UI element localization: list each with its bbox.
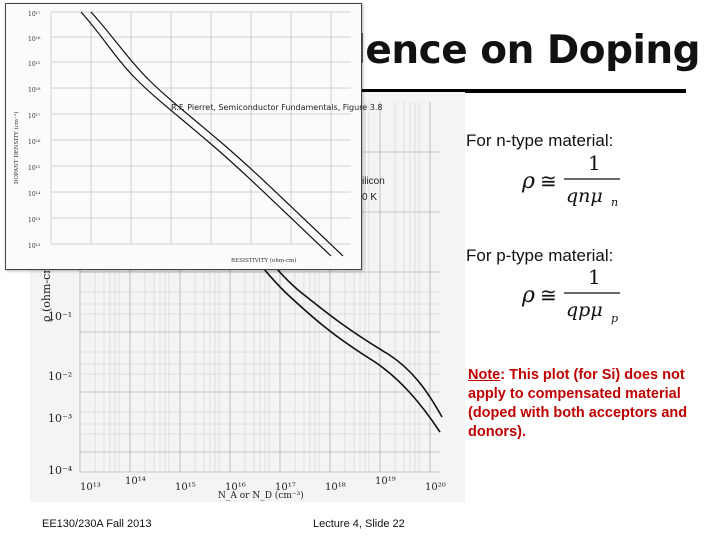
x-tick-label: 10¹⁵ <box>175 482 196 493</box>
x-tick-label: 10²⁰ <box>425 482 446 493</box>
note-label: Note <box>468 367 501 383</box>
rho-symbol: ρ <box>521 283 535 308</box>
inset-y-axis-label: DOPANT DENSITY (cm⁻³) <box>13 112 20 184</box>
inset-y-tick-label: 10¹⁷ <box>28 11 41 18</box>
y-tick-label: 10⁻⁴ <box>48 464 73 477</box>
figure-citation: R.F. Pierret, Semiconductor Fundamentals… <box>171 103 383 112</box>
slide-title: dence on Doping <box>338 28 701 73</box>
inset-curve-n-type <box>80 11 332 257</box>
approx-symbol: ≅ <box>540 283 557 307</box>
formula-subscript: p <box>611 312 618 325</box>
formula-numerator: 1 <box>588 151 601 175</box>
title-underline <box>330 89 686 93</box>
inset-y-tick-label: 10¹⁸ <box>28 87 41 94</box>
n-type-resistivity-formula: ρ ≅ 1 qnμ n <box>521 151 620 209</box>
x-axis-label: N_A or N_D (cm⁻³) <box>218 490 304 501</box>
silicon-label: ilicon <box>362 176 385 187</box>
x-tick-label: 10¹⁸ <box>325 482 346 493</box>
x-tick-label: 10¹⁷ <box>275 482 296 493</box>
inset-y-tick-label: 10¹⁶ <box>28 139 41 146</box>
inset-y-tick-label: 10¹⁶ <box>28 36 41 43</box>
dopant-density-inset-plot: 10¹⁷ 10¹⁶ 10¹⁵ 10¹⁸ 10¹⁷ 10¹⁶ 10¹⁵ 10¹⁴ … <box>5 3 382 270</box>
p-type-resistivity-formula: ρ ≅ 1 qpμ p <box>521 265 620 325</box>
x-tick-label: 10¹³ <box>80 482 101 493</box>
footer-slide-number: Lecture 4, Slide 22 <box>313 518 405 530</box>
compensation-note: Note: This plot (for Si) does not apply … <box>468 366 708 442</box>
x-tick-label: 10¹⁴ <box>125 476 146 487</box>
inset-curve-p-type <box>90 11 344 257</box>
formula-numerator: 1 <box>588 265 601 289</box>
inset-grid <box>50 11 351 245</box>
inset-y-tick-label: 10¹² <box>28 243 41 250</box>
inset-y-tick-label: 10¹⁷ <box>28 113 41 120</box>
y-tick-label: 10⁻³ <box>48 412 72 425</box>
footer-course: EE130/230A Fall 2013 <box>42 518 152 530</box>
formula-denominator: qpμ <box>566 299 603 321</box>
inset-y-tick-label: 10¹⁴ <box>28 191 41 198</box>
formula-subscript: n <box>611 196 618 209</box>
formula-denominator: qnμ <box>566 185 603 207</box>
n-type-label: For n-type material: <box>466 131 614 150</box>
p-type-label: For p-type material: <box>466 246 614 265</box>
y-axis-label: ρ (ohm-cm) <box>40 259 53 322</box>
inset-plot-graphic: 10¹⁷ 10¹⁶ 10¹⁵ 10¹⁸ 10¹⁷ 10¹⁶ 10¹⁵ 10¹⁴ … <box>13 11 351 264</box>
y-tick-label: 10⁻² <box>48 370 72 383</box>
y-tick-label: 10⁻¹ <box>48 310 72 323</box>
x-tick-label: 10¹⁹ <box>375 476 396 487</box>
inset-y-tick-label: 10¹⁵ <box>28 165 41 172</box>
inset-y-tick-label: 10¹³ <box>28 217 41 224</box>
approx-symbol: ≅ <box>540 169 557 193</box>
inset-x-axis-label: RESISTIVITY (ohm-cm) <box>231 257 296 264</box>
note-text: : This plot (for Si) does not apply to c… <box>468 367 688 440</box>
inset-y-tick-label: 10¹⁵ <box>28 61 41 68</box>
x-tick-label: 10¹⁶ <box>225 482 246 493</box>
rho-symbol: ρ <box>521 169 535 194</box>
temperature-label: 0 K <box>362 192 378 203</box>
